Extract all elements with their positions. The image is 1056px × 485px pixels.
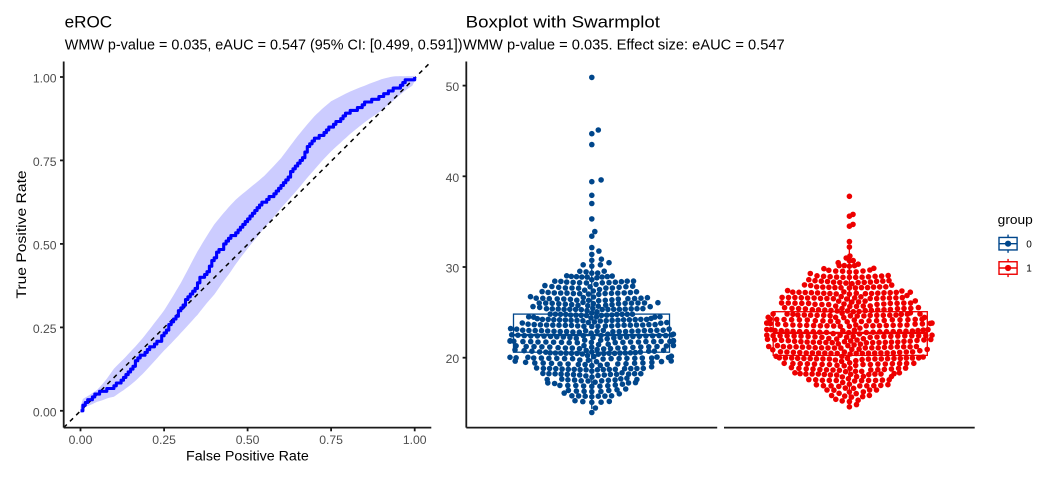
svg-text:WMW p-value = 0.035, eAUC = 0.: WMW p-value = 0.035, eAUC = 0.547 (95% C…: [65, 38, 463, 54]
svg-text:50: 50: [446, 80, 460, 94]
svg-text:20: 20: [446, 352, 460, 366]
svg-text:0: 0: [1026, 239, 1032, 250]
svg-text:1.00: 1.00: [403, 433, 427, 447]
svg-text:0.75: 0.75: [33, 155, 57, 169]
svg-text:True Positive Rate: True Positive Rate: [14, 170, 30, 298]
svg-text:0.25: 0.25: [33, 322, 57, 336]
svg-text:WMW p-value = 0.035. Effect si: WMW p-value = 0.035. Effect size: eAUC =…: [463, 38, 785, 54]
svg-text:0.75: 0.75: [319, 433, 343, 447]
svg-text:30: 30: [446, 262, 460, 276]
svg-text:0.00: 0.00: [69, 433, 93, 447]
svg-text:group: group: [998, 212, 1033, 227]
svg-text:1: 1: [1026, 264, 1032, 275]
svg-text:0.25: 0.25: [152, 433, 176, 447]
svg-text:0.50: 0.50: [33, 238, 57, 252]
svg-text:False Positive Rate: False Positive Rate: [186, 448, 309, 464]
svg-text:Boxplot with Swarmplot: Boxplot with Swarmplot: [466, 12, 661, 31]
svg-text:0.50: 0.50: [236, 433, 260, 447]
svg-text:0.00: 0.00: [33, 405, 57, 419]
svg-text:1.00: 1.00: [33, 72, 57, 86]
svg-text:40: 40: [446, 171, 460, 185]
svg-text:eROC: eROC: [65, 12, 113, 31]
